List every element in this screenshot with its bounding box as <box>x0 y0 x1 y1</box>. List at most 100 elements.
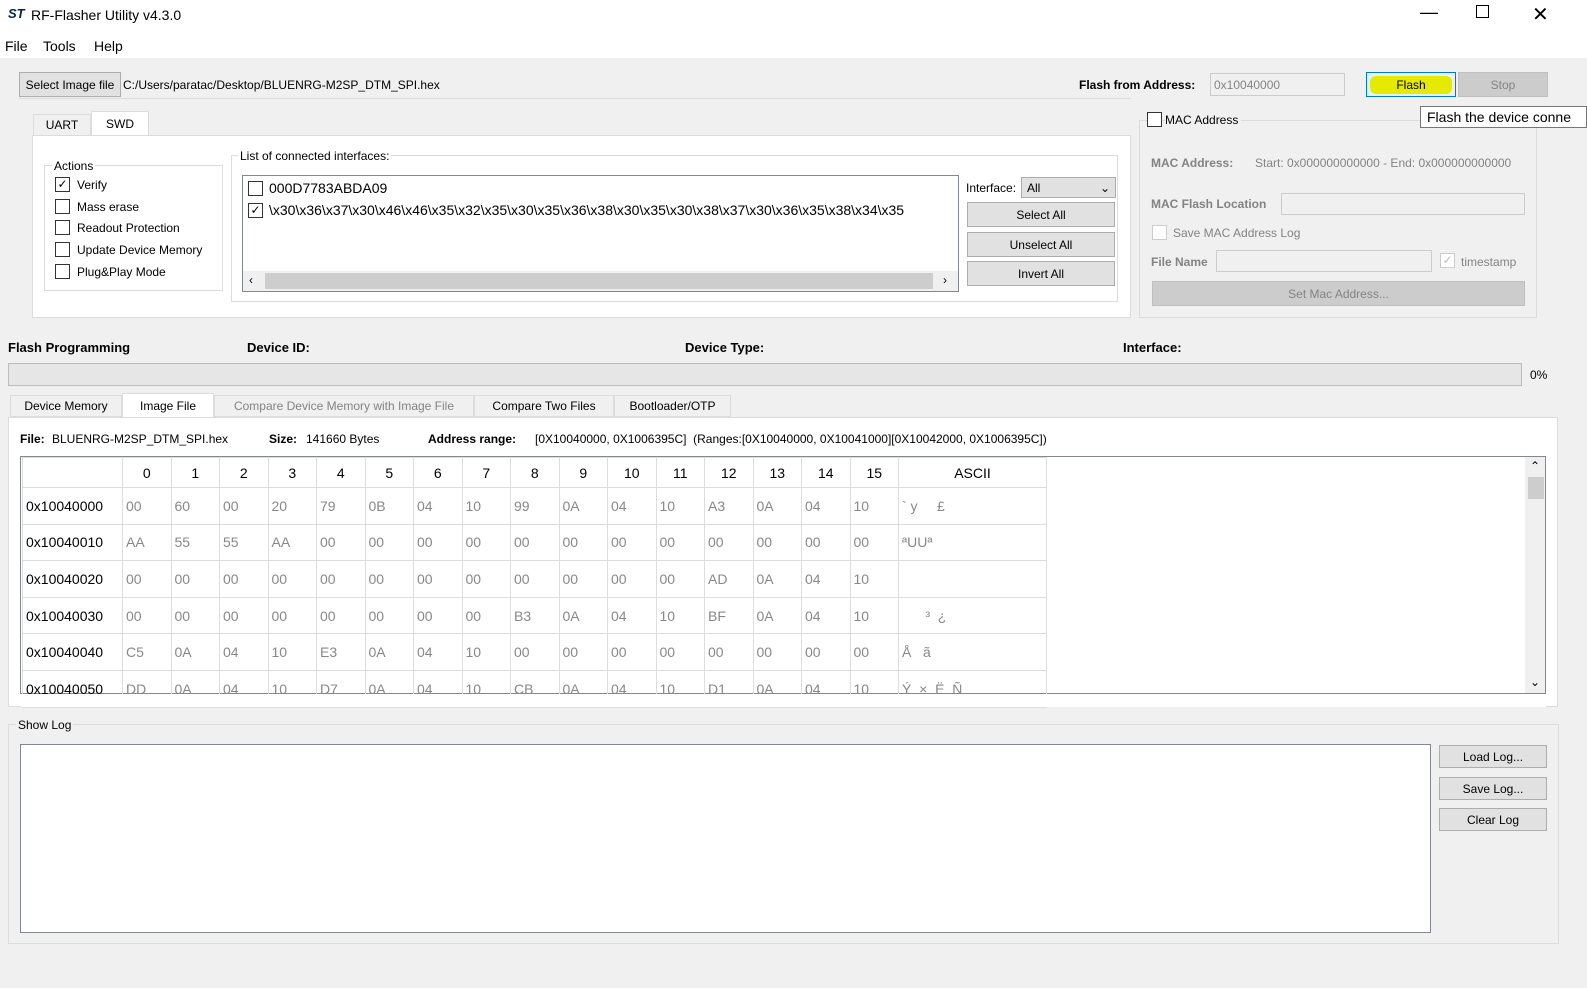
hex-byte[interactable]: 00 <box>461 560 511 598</box>
hex-byte[interactable]: 10 <box>655 596 705 635</box>
hex-byte[interactable]: 0A <box>558 596 608 635</box>
menu-help[interactable]: Help <box>94 38 123 54</box>
hex-byte[interactable]: 00 <box>558 523 608 562</box>
hex-byte[interactable]: 79 <box>316 487 366 525</box>
hex-byte[interactable]: 00 <box>558 633 608 671</box>
hex-byte[interactable]: 00 <box>413 523 463 562</box>
hex-byte[interactable]: 10 <box>267 633 317 671</box>
hex-byte[interactable]: A3 <box>704 487 754 525</box>
hex-byte[interactable]: 00 <box>801 633 851 671</box>
hex-byte[interactable]: C5 <box>122 633 172 671</box>
select-all-button[interactable]: Select All <box>967 202 1115 227</box>
scroll-down-icon[interactable]: ⌄ <box>1530 675 1541 689</box>
hex-byte[interactable]: 00 <box>849 523 899 562</box>
mac-flash-location-field[interactable] <box>1281 193 1525 215</box>
hex-byte[interactable]: 00 <box>752 633 802 671</box>
tab-device-memory[interactable]: Device Memory <box>10 395 122 417</box>
action-checkbox[interactable] <box>55 198 70 214</box>
tab-compare-device-memory[interactable]: Compare Device Memory with Image File <box>214 395 474 417</box>
file-name-field[interactable] <box>1216 250 1432 272</box>
interface-checkbox[interactable]: ✓ <box>248 203 263 218</box>
hex-byte[interactable]: 55 <box>219 523 269 562</box>
hex-byte[interactable]: 00 <box>849 633 899 671</box>
hex-byte[interactable]: 00 <box>122 560 172 598</box>
invert-all-button[interactable]: Invert All <box>967 261 1115 286</box>
maximize-icon[interactable] <box>1476 5 1489 18</box>
hex-byte[interactable]: 10 <box>849 560 899 598</box>
hex-byte[interactable]: 04 <box>607 596 657 635</box>
hex-byte[interactable]: 10 <box>461 633 511 671</box>
hex-byte[interactable]: 0A <box>364 633 414 671</box>
horizontal-scrollbar[interactable]: ‹ › <box>243 271 958 291</box>
hex-byte[interactable]: 0A <box>752 596 802 635</box>
hex-byte[interactable]: 00 <box>510 633 560 671</box>
action-checkbox[interactable] <box>55 242 70 258</box>
clear-log-button[interactable]: Clear Log <box>1439 808 1547 831</box>
action-checkbox[interactable] <box>55 220 70 236</box>
hex-byte[interactable]: 00 <box>170 560 220 598</box>
hex-byte[interactable]: 00 <box>316 523 366 562</box>
minimize-icon[interactable]: — <box>1420 2 1438 22</box>
flash-button[interactable]: Flash <box>1366 72 1456 97</box>
hex-byte[interactable]: 00 <box>413 560 463 598</box>
hex-byte[interactable]: 00 <box>413 596 463 635</box>
hex-byte[interactable]: 04 <box>801 596 851 635</box>
interface-item[interactable]: 000D7783ABDA09 <box>269 180 388 196</box>
hex-byte[interactable]: 10 <box>655 487 705 525</box>
hex-byte[interactable]: 00 <box>461 596 511 635</box>
hex-byte[interactable]: 00 <box>461 523 511 562</box>
hex-byte[interactable]: 10 <box>849 487 899 525</box>
hex-byte[interactable]: 10 <box>849 596 899 635</box>
hex-byte[interactable]: 00 <box>170 596 220 635</box>
menu-tools[interactable]: Tools <box>43 38 76 54</box>
hex-byte[interactable]: 0A <box>752 560 802 598</box>
select-image-button[interactable]: Select Image file <box>19 72 121 97</box>
hex-byte[interactable]: 04 <box>413 487 463 525</box>
hex-byte[interactable]: 00 <box>607 633 657 671</box>
scroll-right-icon[interactable]: › <box>943 273 947 287</box>
hex-byte[interactable]: 00 <box>219 487 269 525</box>
hex-byte[interactable]: 00 <box>364 523 414 562</box>
scrollbar-thumb[interactable] <box>1528 477 1544 499</box>
hex-byte[interactable]: 0A <box>170 633 220 671</box>
hex-byte[interactable]: 55 <box>170 523 220 562</box>
hex-byte[interactable]: B3 <box>510 596 560 635</box>
hex-byte[interactable]: 00 <box>510 523 560 562</box>
close-icon[interactable]: ✕ <box>1532 4 1549 26</box>
tab-swd[interactable]: SWD <box>91 111 149 136</box>
hex-byte[interactable]: 04 <box>801 487 851 525</box>
action-checkbox[interactable] <box>55 263 70 279</box>
hex-byte[interactable]: 00 <box>316 560 366 598</box>
hex-byte[interactable]: 04 <box>801 560 851 598</box>
hex-byte[interactable]: 10 <box>461 487 511 525</box>
hex-byte[interactable]: 00 <box>267 560 317 598</box>
action-checkbox[interactable]: ✓ <box>55 177 70 192</box>
action-label[interactable]: Plug&Play Mode <box>77 264 166 279</box>
hex-byte[interactable]: 0A <box>752 487 802 525</box>
mac-address-checkbox[interactable] <box>1147 112 1162 127</box>
hex-byte[interactable]: AA <box>267 523 317 562</box>
tab-image-file[interactable]: Image File <box>122 393 214 418</box>
save-mac-log-checkbox[interactable] <box>1152 225 1167 240</box>
hex-byte[interactable]: E3 <box>316 633 366 671</box>
hex-byte[interactable]: 00 <box>655 633 705 671</box>
tab-uart[interactable]: UART <box>33 114 91 136</box>
action-label[interactable]: Verify <box>77 178 108 192</box>
load-log-button[interactable]: Load Log... <box>1439 745 1547 768</box>
action-label[interactable]: Update Device Memory <box>77 243 203 258</box>
hex-byte[interactable]: AD <box>704 560 754 598</box>
hex-byte[interactable]: 00 <box>752 523 802 562</box>
hex-byte[interactable]: 04 <box>219 633 269 671</box>
save-log-button[interactable]: Save Log... <box>1439 777 1547 800</box>
hex-byte[interactable]: 20 <box>267 487 317 525</box>
hex-byte[interactable]: 00 <box>316 596 366 635</box>
hex-byte[interactable]: 60 <box>170 487 220 525</box>
hex-byte[interactable]: 00 <box>558 560 608 598</box>
hex-byte[interactable]: 00 <box>122 596 172 635</box>
scroll-left-icon[interactable]: ‹ <box>249 273 253 287</box>
hex-byte[interactable]: 00 <box>704 633 754 671</box>
interface-select[interactable]: All ⌄ <box>1021 177 1116 198</box>
flash-address-field[interactable]: 0x10040000 <box>1210 73 1345 96</box>
hex-byte[interactable]: 00 <box>655 560 705 598</box>
hex-byte[interactable]: 00 <box>364 560 414 598</box>
